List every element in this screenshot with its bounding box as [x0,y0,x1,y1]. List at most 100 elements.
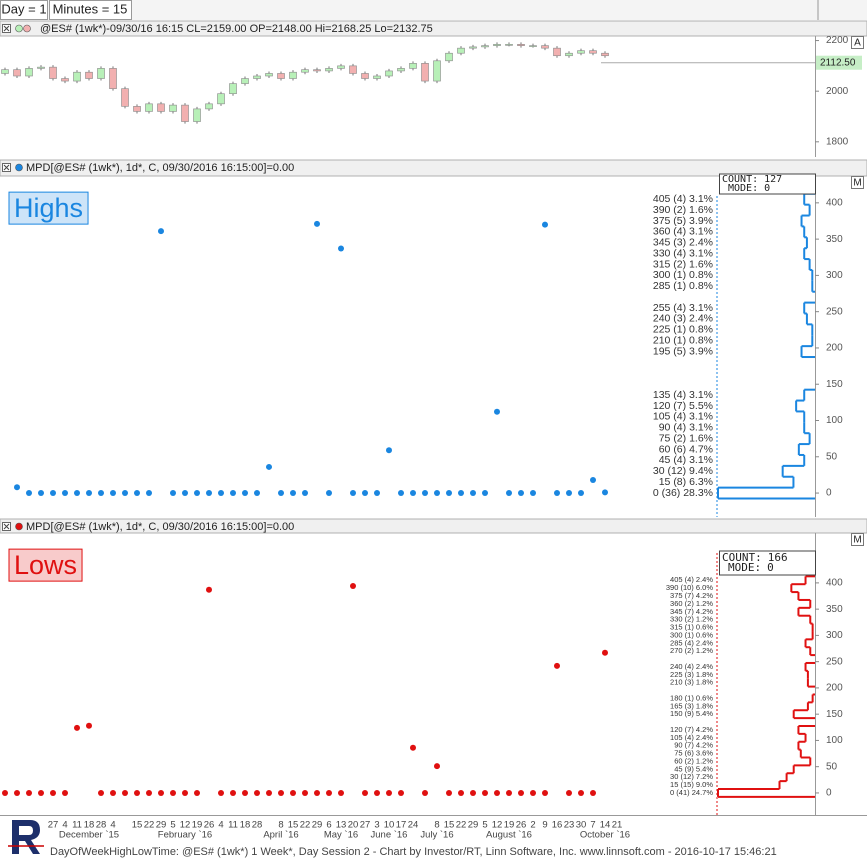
histogram-label: 150 (9) 5.4% [670,709,713,718]
x-tick-label: 27 [48,820,59,831]
data-point [374,789,380,796]
panel-button-label[interactable]: M [853,178,861,189]
data-point [530,490,536,497]
x-tick-label: 16 [552,820,563,831]
histogram-label: 195 (5) 3.9% [653,345,713,357]
candle-body [181,104,189,122]
histogram-label: 330 (4) 3.1% [653,247,713,259]
count-value: 0 [767,561,774,574]
data-point [302,490,308,497]
candle-body [541,45,549,49]
histogram-label: 225 (3) 1.8% [670,670,713,679]
close-icon[interactable] [3,164,10,171]
data-point [290,789,296,796]
candle-body [529,45,537,47]
panel-button-label[interactable]: M [853,535,861,546]
minutes-button[interactable] [49,0,132,20]
data-point [314,789,320,796]
data-point [182,789,188,796]
x-tick-label: 4 [110,820,115,831]
x-month-label: December `15 [59,830,119,841]
x-tick-label: 22 [456,820,467,831]
panel-button[interactable] [851,36,864,49]
y-tick-label: 0 [826,788,832,799]
count-text: COUNT: 127 [722,174,782,185]
candle-body [601,52,609,57]
data-point [134,490,140,497]
data-point [542,789,548,796]
histogram-label: 285 (4) 2.4% [670,638,713,647]
candle-body [169,104,177,112]
logo [8,820,44,854]
x-tick-label: 11 [72,820,82,831]
x-tick-label: 17 [396,820,407,831]
x-month-label: June `16 [371,830,408,841]
histogram-label: 405 (4) 3.1% [653,193,713,205]
histogram-label: 105 (4) 2.4% [670,733,713,742]
x-tick-label: 4 [62,820,67,831]
data-point [158,789,164,796]
close-icon[interactable] [3,25,10,32]
x-month-label: May `16 [324,830,358,841]
data-point [26,789,32,796]
histogram-label: 315 (2) 1.6% [653,258,713,270]
histogram-label: 0 (41) 24.7% [670,788,713,797]
data-point [434,490,440,497]
data-point [278,490,284,497]
count-box [719,173,816,195]
histogram-label: 135 (4) 3.1% [653,389,713,401]
x-tick-label: 3 [374,820,379,831]
candle-body [25,68,33,77]
histogram-label: 390 (10) 6.0% [666,583,713,592]
y-tick-label: 50 [826,451,838,462]
data-point [98,789,104,796]
y-tick-label: 0 [826,488,832,499]
panel-header [0,20,867,37]
candle-body [277,73,285,79]
minutes-label[interactable]: Minutes = 15 [53,1,128,16]
count-value: 0 [764,183,770,194]
candle-body [349,65,357,74]
panel-button[interactable] [851,533,864,546]
data-point [326,490,332,497]
data-point [74,490,80,497]
histogram-label: 225 (1) 0.8% [653,324,713,336]
header-icon [15,522,23,531]
panel-button[interactable] [851,176,864,189]
data-point [86,490,92,497]
x-month-label: April `16 [263,830,298,841]
candle-body [589,50,597,54]
count-value: 166 [768,551,788,564]
count-value: 127 [764,174,782,185]
candle-body [289,71,297,79]
x-tick-label: 24 [408,820,419,831]
candle-body [445,52,453,62]
data-point [374,490,380,497]
x-tick-label: 15 [288,820,299,831]
data-point [446,490,452,497]
histogram-label: 375 (5) 3.9% [653,215,713,227]
day-button[interactable] [0,0,48,20]
day-label[interactable]: Day = 1 [1,1,46,16]
x-tick-label: 26 [204,820,215,831]
x-month-label: July `16 [420,830,453,841]
close-icon[interactable] [3,523,10,530]
x-tick-label: 7 [590,820,595,831]
data-point [254,789,260,796]
candle-body [253,75,261,79]
x-month-label: August `16 [486,830,532,841]
histogram-label: 300 (1) 0.8% [653,269,713,281]
y-tick-label: 100 [826,415,843,426]
y-tick-label: 50 [826,761,838,772]
candle-body [73,71,81,82]
data-point [602,489,608,496]
x-tick-label: 18 [240,820,251,831]
candle-body [193,108,201,122]
histogram-label: 105 (4) 3.1% [653,411,713,423]
histogram-label: 15 (15) 9.0% [670,780,713,789]
data-point [38,789,44,796]
panel-button-label[interactable]: A [854,38,861,49]
histogram-label: 330 (2) 1.2% [670,615,713,624]
x-tick-label: 14 [600,820,611,831]
